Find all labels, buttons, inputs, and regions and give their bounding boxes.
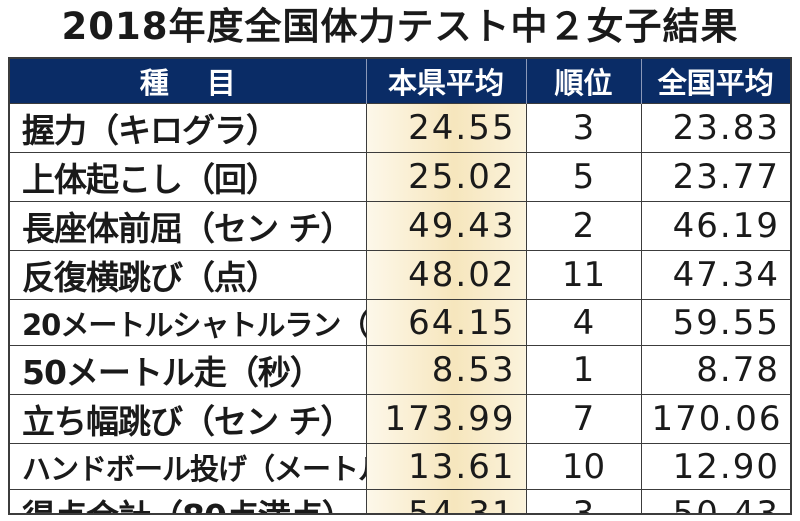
table-row: 20メートルシャトルラン（回） 64.15 4 59.55 xyxy=(10,299,790,346)
row-pref-avg: 64.15 xyxy=(365,299,526,346)
row-item: 握力（キログラ） xyxy=(10,103,366,153)
table-row: 長座体前屈（セン チ） 49.43 2 46.19 xyxy=(10,201,790,251)
header-rank: 順位 xyxy=(525,59,641,104)
row-pref-avg: 13.61 xyxy=(365,443,526,490)
row-rank: 7 xyxy=(525,394,641,444)
row-national-avg: 12.90 xyxy=(640,443,790,490)
row-national-avg: 170.06 xyxy=(640,394,790,444)
row-item: 反復横跳び（点） xyxy=(10,250,366,300)
results-table-container: 種目 本県平均 順位 全国平均 握力（キログラ） 24.55 3 23.83 上… xyxy=(8,57,792,515)
row-national-avg: 46.19 xyxy=(640,201,790,251)
header-pref-avg: 本県平均 xyxy=(365,59,526,104)
table-row: 反復横跳び（点） 48.02 11 47.34 xyxy=(10,250,790,300)
row-item: ハンドボール投げ（メートル） xyxy=(10,443,366,490)
row-pref-avg: 24.55 xyxy=(365,103,526,153)
row-national-avg: 50.43 xyxy=(640,489,790,513)
table-header-row: 種目 本県平均 順位 全国平均 xyxy=(10,59,790,104)
row-item: 立ち幅跳び（セン チ） xyxy=(10,394,366,444)
row-pref-avg: 54.31 xyxy=(365,489,526,513)
row-pref-avg: 25.02 xyxy=(365,152,526,202)
row-rank: 11 xyxy=(525,250,641,300)
row-rank: 4 xyxy=(525,299,641,346)
table-row: 立ち幅跳び（セン チ） 173.99 7 170.06 xyxy=(10,394,790,444)
header-item: 種目 xyxy=(10,59,366,104)
header-national-avg: 全国平均 xyxy=(640,59,790,104)
row-national-avg: 8.78 xyxy=(640,345,790,395)
row-item: 20メートルシャトルラン（回） xyxy=(10,299,366,346)
row-national-avg: 23.77 xyxy=(640,152,790,202)
table-body: 握力（キログラ） 24.55 3 23.83 上体起こし（回） 25.02 5 … xyxy=(10,103,790,513)
row-rank: 2 xyxy=(525,201,641,251)
table-row: 上体起こし（回） 25.02 5 23.77 xyxy=(10,152,790,202)
row-pref-avg: 48.02 xyxy=(365,250,526,300)
table-row: ハンドボール投げ（メートル） 13.61 10 12.90 xyxy=(10,443,790,490)
row-national-avg: 23.83 xyxy=(640,103,790,153)
row-national-avg: 47.34 xyxy=(640,250,790,300)
row-pref-avg: 8.53 xyxy=(365,345,526,395)
row-item: 得点合計（80点満点） xyxy=(10,489,366,513)
row-rank: 10 xyxy=(525,443,641,490)
row-pref-avg: 49.43 xyxy=(365,201,526,251)
row-national-avg: 59.55 xyxy=(640,299,790,346)
row-rank: 3 xyxy=(525,103,641,153)
row-pref-avg: 173.99 xyxy=(365,394,526,444)
row-rank: 3 xyxy=(525,489,641,513)
table-row: 得点合計（80点満点） 54.31 3 50.43 xyxy=(10,489,790,513)
row-item: 長座体前屈（セン チ） xyxy=(10,201,366,251)
row-item: 上体起こし（回） xyxy=(10,152,366,202)
table-row: 50メートル走（秒） 8.53 1 8.78 xyxy=(10,345,790,395)
results-table: 種目 本県平均 順位 全国平均 握力（キログラ） 24.55 3 23.83 上… xyxy=(10,59,790,513)
table-row: 握力（キログラ） 24.55 3 23.83 xyxy=(10,103,790,153)
page-title: 2018年度全国体力テスト中２女子結果 xyxy=(61,5,739,48)
row-rank: 1 xyxy=(525,345,641,395)
row-rank: 5 xyxy=(525,152,641,202)
row-item: 50メートル走（秒） xyxy=(10,345,366,395)
